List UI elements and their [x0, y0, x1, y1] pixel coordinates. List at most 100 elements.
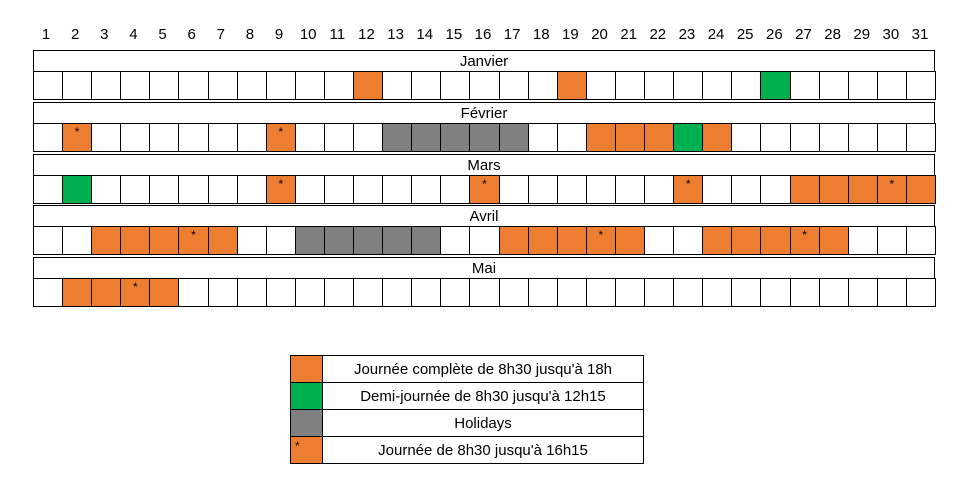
day-cell-3-28 — [818, 226, 849, 255]
day-cell-4-23 — [673, 278, 704, 307]
day-number-29: 29 — [853, 26, 871, 43]
day-cell-3-15 — [440, 226, 471, 255]
day-cell-1-1 — [33, 123, 64, 152]
day-cell-0-10 — [294, 71, 325, 100]
day-cell-0-28 — [818, 71, 849, 100]
day-cell-1-17 — [498, 123, 529, 152]
day-cell-2-19 — [556, 175, 587, 204]
day-cell-4-28 — [818, 278, 849, 307]
legend-row-full_day: Journée complète de 8h30 jusqu'à 18h — [290, 355, 644, 383]
day-cell-3-4 — [120, 226, 151, 255]
day-cell-0-11 — [323, 71, 355, 100]
legend-label-full_day: Journée complète de 8h30 jusqu'à 18h — [322, 355, 644, 383]
day-cell-4-19 — [556, 278, 587, 307]
day-cell-2-27 — [789, 175, 820, 204]
day-number-30: 30 — [882, 26, 900, 43]
day-cell-3-31 — [905, 226, 936, 255]
day-cell-3-6: * — [178, 226, 209, 255]
day-cell-1-19 — [556, 123, 587, 152]
day-cell-0-20 — [585, 71, 616, 100]
day-cell-3-16 — [469, 226, 500, 255]
day-cell-1-30 — [876, 123, 907, 152]
day-cell-2-16: * — [469, 175, 500, 204]
day-cell-0-23 — [673, 71, 704, 100]
legend-swatch-short_day: * — [290, 436, 323, 464]
day-number-24: 24 — [707, 26, 725, 43]
day-number-22: 22 — [649, 26, 667, 43]
day-cell-0-26 — [760, 71, 791, 100]
day-number-2: 2 — [70, 26, 80, 43]
day-cell-1-27 — [789, 123, 820, 152]
day-cell-3-8 — [236, 226, 267, 255]
day-cell-4-16 — [469, 278, 500, 307]
short-day-star-icon: * — [132, 280, 138, 294]
legend-swatch-half_day — [290, 382, 323, 410]
day-cell-1-13 — [382, 123, 413, 152]
month-header-2: Mars — [33, 154, 935, 176]
day-cell-4-29 — [847, 278, 878, 307]
day-cell-4-21 — [614, 278, 646, 307]
day-cell-2-5 — [149, 175, 180, 204]
day-cell-0-30 — [876, 71, 907, 100]
day-cell-3-25 — [731, 226, 762, 255]
day-cell-3-5 — [149, 226, 180, 255]
short-day-star-icon: * — [482, 177, 487, 191]
day-cell-2-31 — [905, 175, 936, 204]
day-cell-4-9 — [265, 278, 296, 307]
day-cell-1-29 — [847, 123, 878, 152]
day-number-17: 17 — [503, 26, 521, 43]
day-cell-4-15 — [440, 278, 471, 307]
day-cell-2-24 — [702, 175, 733, 204]
day-number-13: 13 — [387, 26, 404, 43]
day-cell-0-1 — [33, 71, 64, 100]
day-cell-4-5 — [149, 278, 180, 307]
day-cell-1-10 — [294, 123, 325, 152]
day-cell-0-9 — [265, 71, 296, 100]
month-header-1: Février — [33, 102, 935, 124]
day-cell-4-11 — [323, 278, 355, 307]
day-cell-4-25 — [731, 278, 762, 307]
day-cell-2-18 — [527, 175, 558, 204]
day-cell-2-1 — [33, 175, 64, 204]
day-number-8: 8 — [245, 26, 255, 43]
day-cell-3-19 — [556, 226, 587, 255]
day-cell-2-3 — [91, 175, 122, 204]
day-cell-1-15 — [440, 123, 471, 152]
day-cell-1-16 — [469, 123, 500, 152]
day-cell-3-22 — [644, 226, 675, 255]
day-cell-1-9: * — [265, 123, 296, 152]
day-cell-4-13 — [382, 278, 413, 307]
day-cell-2-9: * — [265, 175, 296, 204]
day-cell-1-3 — [91, 123, 122, 152]
day-cell-1-4 — [120, 123, 151, 152]
day-cell-3-13 — [382, 226, 413, 255]
day-cell-2-23: * — [673, 175, 704, 204]
day-cell-4-22 — [644, 278, 675, 307]
day-number-15: 15 — [445, 26, 463, 43]
day-cell-4-17 — [498, 278, 529, 307]
day-cell-1-12 — [353, 123, 384, 152]
short-day-star-icon: * — [191, 228, 196, 242]
day-cell-3-10 — [294, 226, 325, 255]
day-cell-0-13 — [382, 71, 413, 100]
day-cell-1-28 — [818, 123, 849, 152]
month-header-0: Janvier — [33, 50, 935, 72]
day-cell-0-4 — [120, 71, 151, 100]
day-cell-4-30 — [876, 278, 907, 307]
day-cell-2-30: * — [876, 175, 907, 204]
day-cell-0-16 — [469, 71, 500, 100]
day-cell-1-24 — [702, 123, 733, 152]
day-cell-2-12 — [353, 175, 384, 204]
day-number-19: 19 — [562, 26, 579, 43]
day-cell-3-11 — [323, 226, 355, 255]
day-cell-1-25 — [731, 123, 762, 152]
day-cell-4-6 — [178, 278, 209, 307]
legend-star-icon: * — [295, 439, 300, 453]
day-cell-3-20: * — [585, 226, 616, 255]
day-cell-2-26 — [760, 175, 791, 204]
day-cell-3-27: * — [789, 226, 820, 255]
day-cell-4-31 — [905, 278, 936, 307]
day-cell-4-24 — [702, 278, 733, 307]
day-cell-4-8 — [236, 278, 267, 307]
day-cell-1-5 — [149, 123, 180, 152]
